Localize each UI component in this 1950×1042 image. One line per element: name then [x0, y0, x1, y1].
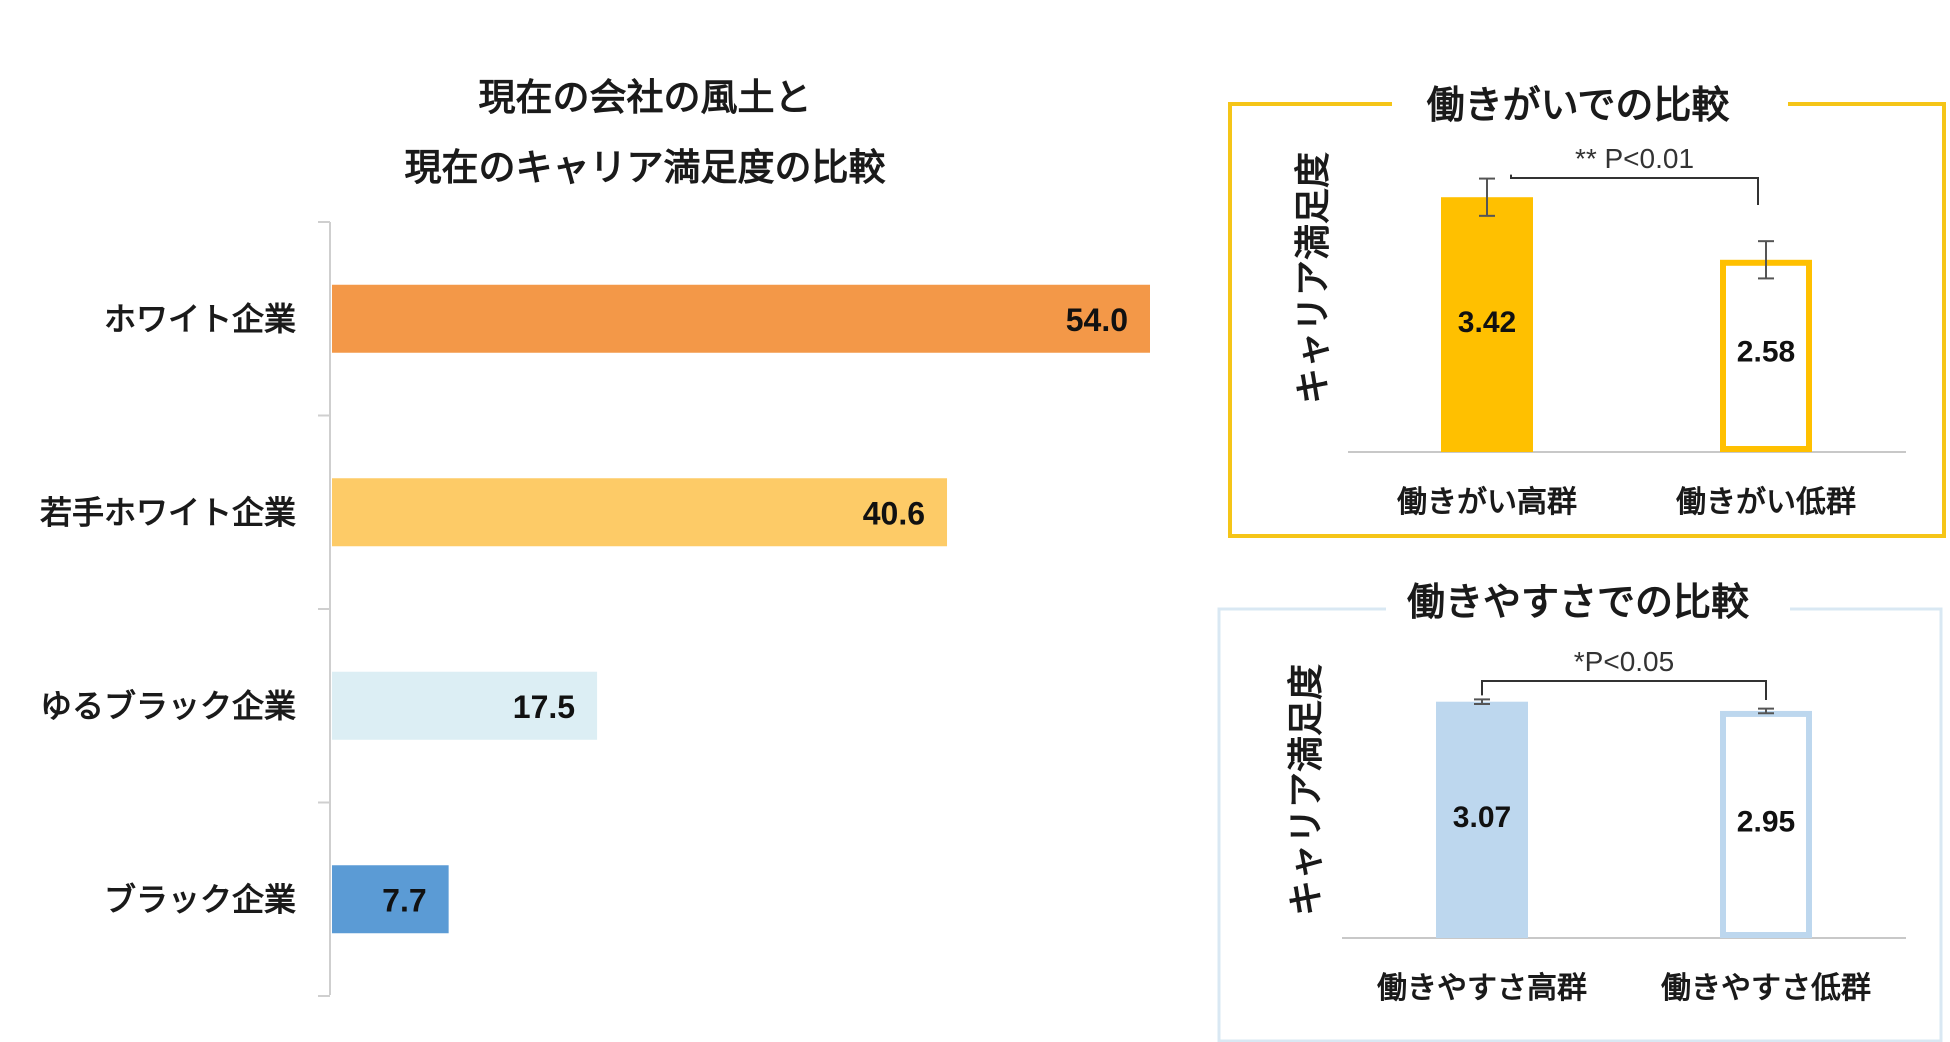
panel-value-label: 3.07 [1453, 801, 1511, 834]
panel-bar [1720, 259, 1812, 453]
left-category-label: ホワイト企業 [104, 300, 296, 338]
work-ease-panel: 働きやすさでの比較 キャリア満足度 3.07 働きやすさ高群 2.95 働きやすさ低群… [1217, 580, 1943, 1042]
left-horizontal-bar-chart: 現在の会社の風土と 現在のキャリア満足度の比較 ホワイト企業 54.0 若手ホワイト… [40, 76, 1150, 997]
panel-bar [1720, 710, 1812, 938]
panel-value-label: 2.58 [1737, 336, 1795, 369]
panel-frame [1217, 607, 1943, 1042]
error-bar [1479, 177, 1495, 217]
error-bar [1758, 707, 1774, 715]
significance-bracket [1510, 174, 1759, 205]
error-bar [1758, 240, 1774, 280]
panel-category-label: 働きやすさ高群 [1376, 971, 1587, 1006]
left-value-label: 40.6 [863, 495, 925, 531]
panel-category-label: 働きがい高群 [1396, 485, 1577, 520]
panel-value-label: 3.42 [1458, 306, 1516, 339]
left-bar [332, 478, 948, 547]
left-category-label: 若手ホワイト企業 [40, 493, 296, 531]
left-category-label: ブラック企業 [104, 880, 296, 918]
left-value-label: 54.0 [1066, 302, 1128, 338]
panel-value-label: 2.95 [1737, 805, 1795, 838]
significance-bracket [1481, 680, 1767, 700]
panel-bar [1436, 701, 1528, 938]
panel-category-label: 働きやすさ低群 [1660, 971, 1871, 1006]
work-engagement-panel-title: 働きがいでの比較 [1427, 83, 1731, 127]
work-engagement-panel: 働きがいでの比較 キャリア満足度 3.42 働きがい高群 2.58 働きがい低群 ** … [1228, 83, 1946, 538]
left-bar [332, 671, 598, 740]
left-bar [332, 284, 1150, 353]
left-category-label: ゆるブラック企業 [40, 687, 296, 725]
work-ease-y-axis-label: キャリア満足度 [1286, 664, 1327, 916]
left-chart-title-line-2: 現在のキャリア満足度の比較 [405, 146, 887, 189]
error-bar [1474, 698, 1490, 706]
significance-label: *P<0.05 [1574, 646, 1674, 677]
work-engagement-y-axis-label: キャリア満足度 [1293, 152, 1334, 404]
left-bar [332, 865, 449, 934]
panel-category-label: 働きがい低群 [1675, 485, 1856, 520]
left-value-label: 7.7 [382, 882, 426, 918]
panel-frame [1228, 102, 1946, 538]
left-value-label: 17.5 [513, 689, 575, 725]
work-ease-panel-title: 働きやすさでの比較 [1407, 580, 1750, 624]
panel-bar [1441, 197, 1533, 452]
significance-label: ** P<0.01 [1575, 143, 1694, 174]
left-chart-title-line-1: 現在の会社の風土と [479, 76, 812, 119]
